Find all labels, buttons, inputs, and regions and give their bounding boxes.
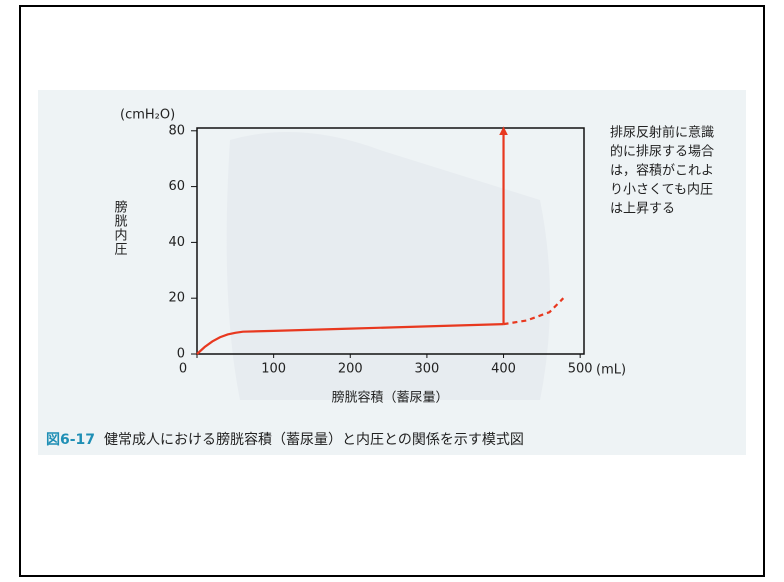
- annotation: 排尿反射前に意識: [610, 125, 714, 141]
- chart: (cmH₂O) 膀胱内圧 (mL) 膀胱容積（蓄尿量） 図6-17 健常成人にお…: [0, 0, 784, 582]
- x-tick-label: 0: [179, 362, 187, 377]
- caption-number: 図6-17: [46, 432, 95, 448]
- y-tick-label: 20: [168, 291, 185, 306]
- x-tick-label: 300: [414, 362, 439, 377]
- x-unit: (mL): [596, 363, 626, 378]
- y-tick-label: 0: [177, 347, 185, 362]
- y-unit: (cmH₂O): [120, 108, 175, 123]
- y-tick-label: 60: [168, 179, 185, 194]
- y-tick-label: 80: [168, 123, 185, 138]
- x-tick-label: 500: [568, 362, 593, 377]
- annotation: は上昇する: [610, 202, 675, 217]
- x-tick-label: 200: [338, 362, 363, 377]
- x-tick-label: 100: [261, 362, 286, 377]
- caption: 健常成人における膀胱容積（蓄尿量）と内圧との関係を示す模式図: [104, 431, 524, 448]
- y-axis-label: 膀胱内圧: [112, 200, 128, 256]
- annotation: り小さくても内圧: [610, 182, 713, 198]
- x-axis-label: 膀胱容積（蓄尿量）: [331, 391, 448, 406]
- page: (cmH₂O) 膀胱内圧 (mL) 膀胱容積（蓄尿量） 図6-17 健常成人にお…: [0, 0, 784, 582]
- annotation: 的に排尿する場合: [610, 144, 714, 160]
- x-tick-label: 400: [491, 362, 516, 377]
- y-tick-label: 40: [168, 235, 185, 250]
- annotation: は，容積がこれよ: [610, 164, 714, 179]
